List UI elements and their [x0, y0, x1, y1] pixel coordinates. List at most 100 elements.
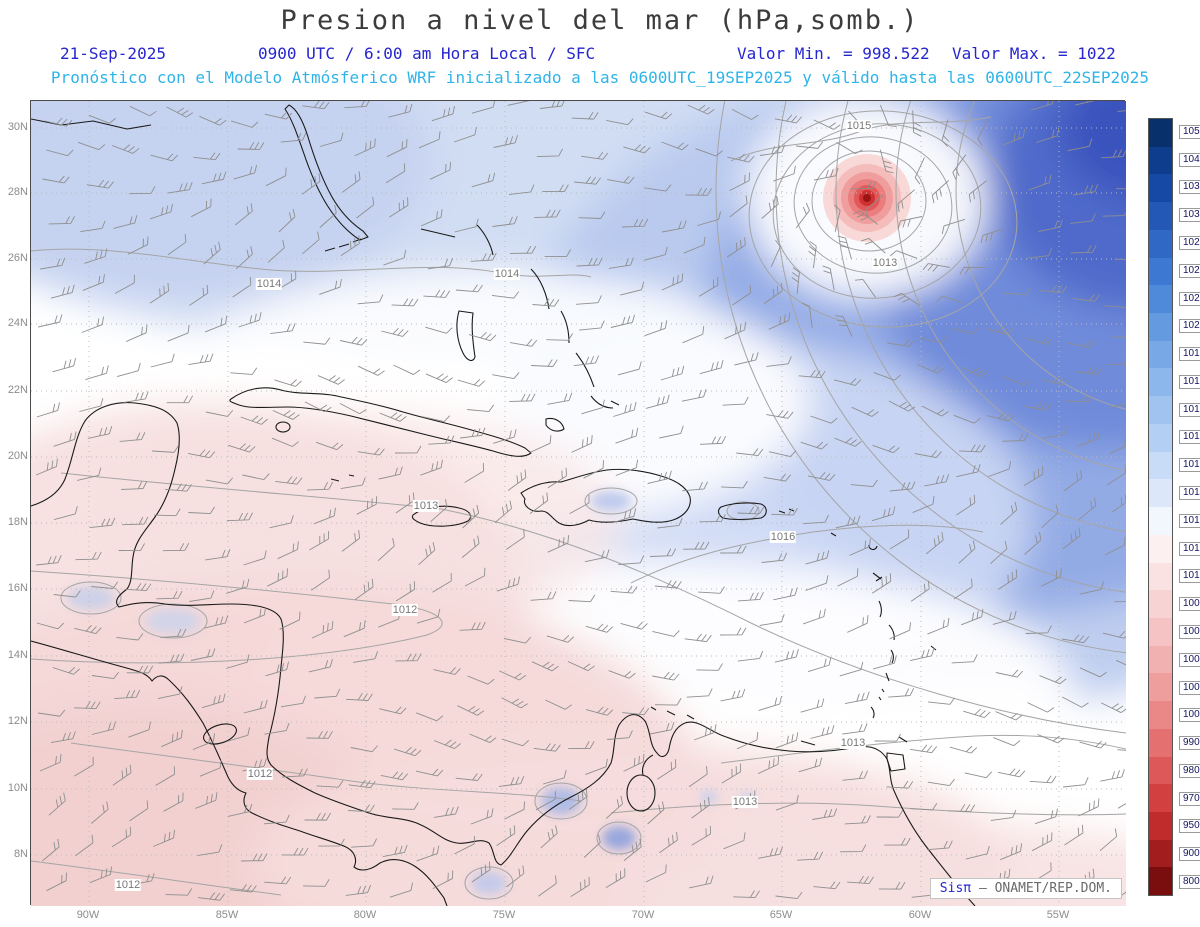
colorbar-label: 1040	[1179, 146, 1200, 174]
date-label: 21-Sep-2025	[60, 44, 166, 63]
max-value-label: Valor Max. = 1022	[952, 44, 1116, 63]
colorbar-label: 1002	[1179, 674, 1200, 702]
lat-tick-label: 30N	[7, 121, 28, 133]
credit-text: – ONAMET/REP.DOM.	[978, 881, 1112, 896]
colorbar-label: 1017	[1179, 396, 1200, 424]
page-title: Presion a nivel del mar (hPa,somb.)	[280, 5, 920, 36]
colorbar-segment	[1149, 590, 1172, 618]
colorbar-segment	[1149, 368, 1172, 397]
colorbar-segment	[1149, 811, 1172, 840]
lon-tick-label: 55W	[1046, 909, 1070, 921]
colorbar-segment	[1149, 119, 1172, 147]
wind-barbs	[35, 101, 1126, 901]
colorbar-label: 1008	[1179, 590, 1200, 618]
colorbar-segment	[1149, 340, 1172, 369]
contour-label: 1012	[114, 879, 142, 891]
colorbar-segment	[1149, 396, 1172, 424]
colorbar-segment	[1149, 229, 1172, 258]
colorbar-segment	[1149, 756, 1172, 785]
colorbar-segment	[1149, 701, 1172, 729]
lon-tick-label: 60W	[908, 909, 932, 921]
colorbar-label: 1015	[1179, 451, 1200, 479]
colorbar-label: 950	[1179, 813, 1200, 841]
grid-lines	[31, 101, 1126, 906]
contour-label: 1014	[255, 278, 283, 290]
colorbar-segment	[1149, 562, 1172, 591]
colorbar-segment	[1149, 202, 1172, 230]
colorbar-label: 1012	[1179, 535, 1200, 563]
colorbar-label: 1030	[1179, 201, 1200, 229]
lat-tick-label: 14N	[7, 649, 28, 661]
colorbar-segment	[1149, 867, 1172, 896]
colorbar-segment	[1149, 645, 1172, 674]
colorbar-segment	[1149, 257, 1172, 286]
lon-tick-label: 70W	[631, 909, 655, 921]
credit-brand: Sisπ	[939, 881, 972, 896]
contour-label: 1013	[839, 737, 867, 749]
lon-tick-label: 75W	[492, 909, 516, 921]
colorbar-segment	[1149, 784, 1172, 812]
colorbar-segment	[1149, 313, 1172, 341]
lon-tick-label: 65W	[769, 909, 793, 921]
colorbar-label: 1019	[1179, 340, 1200, 368]
model-info-line: Pronóstico con el Modelo Atmósferico WRF…	[50, 68, 1150, 87]
lat-tick-label: 10N	[7, 782, 28, 794]
pressure-map	[31, 101, 1126, 906]
contour-label: 1012	[246, 768, 274, 780]
lat-tick-label: 12N	[7, 715, 28, 727]
colorbar-label: 1004	[1179, 646, 1200, 674]
lat-tick-label: 22N	[7, 384, 28, 396]
lat-tick-label: 24N	[7, 317, 28, 329]
lon-tick-label: 80W	[353, 909, 377, 921]
colorbar-label: 800	[1179, 868, 1200, 896]
hurricane-icon	[823, 154, 911, 242]
lat-tick-label: 26N	[7, 252, 28, 264]
lat-tick-label: 18N	[7, 516, 28, 528]
contour-label: 1013	[412, 500, 440, 512]
colorbar-label: 980	[1179, 757, 1200, 785]
lon-tick-label: 85W	[215, 909, 239, 921]
time-label: 0900 UTC / 6:00 am Hora Local / SFC	[258, 44, 596, 63]
contour-label: 1014	[493, 268, 521, 280]
colorbar-segment	[1149, 451, 1172, 480]
contour-label: 1012	[391, 604, 419, 616]
lon-tick-label: 90W	[76, 909, 100, 921]
contour-label: 1013	[871, 257, 899, 269]
colorbar-label: 1050	[1179, 118, 1200, 146]
colorbar-labels: 1050104010351030102810251022102010191018…	[1179, 118, 1200, 896]
colorbar-segment	[1149, 479, 1172, 508]
colorbar-label: 1020	[1179, 312, 1200, 340]
map-area: Sisπ – ONAMET/REP.DOM. 1015 1014 1014 1013 1…	[30, 100, 1126, 906]
colorbar-segment	[1149, 423, 1172, 452]
colorbar-segment	[1149, 146, 1172, 175]
lat-tick-label: 28N	[7, 186, 28, 198]
lat-tick-label: 16N	[7, 582, 28, 594]
header-meta-row: 21-Sep-2025 0900 UTC / 6:00 am Hora Loca…	[0, 44, 1200, 64]
colorbar-label: 1000	[1179, 701, 1200, 729]
pressure-contours	[31, 101, 1126, 900]
contour-label: 1016	[769, 531, 797, 543]
colorbar-label: 1016	[1179, 424, 1200, 452]
colorbar-label: 970	[1179, 785, 1200, 813]
colorbar	[1148, 118, 1173, 896]
contour-label: 1013	[731, 796, 759, 808]
contour-label: 1015	[845, 120, 873, 132]
credit-badge: Sisπ – ONAMET/REP.DOM.	[929, 878, 1122, 899]
colorbar-label: 1022	[1179, 285, 1200, 313]
colorbar-segment	[1149, 174, 1172, 203]
colorbar-label: 900	[1179, 840, 1200, 868]
colorbar-segment	[1149, 507, 1172, 535]
colorbar-segment	[1149, 285, 1172, 314]
colorbar-segment	[1149, 728, 1172, 757]
colorbar-segment	[1149, 617, 1172, 646]
colorbar-label: 990	[1179, 729, 1200, 757]
colorbar-segment	[1149, 534, 1172, 563]
colorbar-label: 1028	[1179, 229, 1200, 257]
colorbar-label: 1013	[1179, 507, 1200, 535]
colorbar-label: 1025	[1179, 257, 1200, 285]
colorbar-label: 1006	[1179, 618, 1200, 646]
lat-tick-label: 20N	[7, 450, 28, 462]
colorbar-label: 1010	[1179, 563, 1200, 591]
min-value-label: Valor Min. = 998.522	[737, 44, 930, 63]
